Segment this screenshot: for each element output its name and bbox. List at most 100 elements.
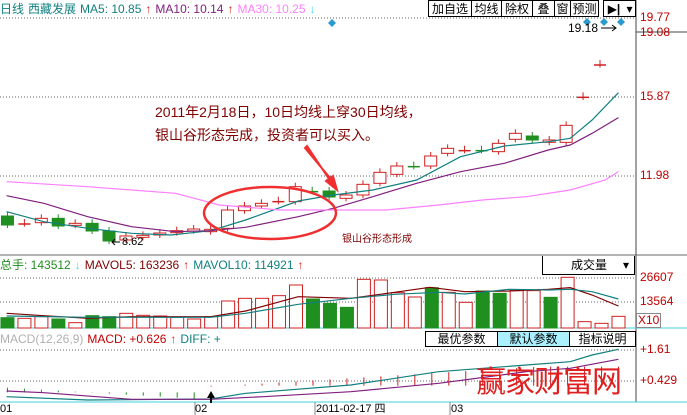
- volume-bar: [68, 322, 83, 329]
- low-price-label: 8.62: [122, 236, 144, 248]
- mavol10-value: MAVOL10: 114921: [193, 258, 294, 272]
- ma5-value: MA5: 10.85: [80, 2, 142, 16]
- volume-bar: [373, 279, 388, 329]
- candle-body: [339, 194, 353, 199]
- price-axis-label: 11.98: [640, 168, 670, 182]
- candle-body: [221, 209, 235, 229]
- ma5-up-icon: ↑: [145, 2, 152, 16]
- macd-header: MACD(12,26,9) MACD: +0.626 ↑ DIFF: +: [0, 332, 221, 346]
- volume-axis-label: 13564: [640, 294, 674, 308]
- overlay-button[interactable]: 叠: [532, 0, 555, 17]
- volume-total: 总手: 143512: [0, 258, 71, 272]
- volume-bar: [204, 316, 219, 329]
- volume-bar: [34, 316, 49, 329]
- candle-body: [68, 222, 82, 226]
- volume-bar: [356, 278, 371, 329]
- ma5-line: [6, 92, 619, 236]
- annotation-line-1: 2011年2月18日，10日均线上穿30日均线，: [155, 104, 422, 120]
- default-params-button[interactable]: 默认参数: [497, 331, 570, 347]
- period-label: 日线: [0, 2, 25, 16]
- macd-axis-label: +1.61: [640, 342, 671, 356]
- goto-end-button[interactable]: ▶|: [603, 0, 625, 17]
- candle-body: [85, 222, 99, 232]
- macd-value: MACD: +0.626: [87, 332, 167, 346]
- indicator-help-button[interactable]: 指标说明: [569, 331, 636, 347]
- ex-rights-button[interactable]: 除权: [501, 0, 533, 17]
- ma30-line: [6, 171, 619, 211]
- ma10-value: MA10: 10.14: [155, 2, 224, 16]
- macd-up-icon: ↑: [170, 332, 177, 346]
- indicator-selector[interactable]: 成交量 ▾: [542, 256, 635, 275]
- candle-body: [322, 190, 336, 198]
- ma30-value: MA30: 10.25: [237, 2, 306, 16]
- volume-bar: [51, 318, 66, 329]
- date-label: 02: [195, 403, 208, 415]
- volume-bar: [170, 316, 185, 329]
- date-label: 2011-02-17 四: [316, 403, 386, 415]
- mavol10-up-icon: ↑: [297, 258, 304, 272]
- volume-bar: [424, 287, 439, 329]
- candle-body: [136, 234, 150, 238]
- cursor-arrow-icon: [207, 391, 215, 403]
- volume-axis-label: 26607: [640, 270, 674, 284]
- volume-bar: [0, 317, 15, 329]
- price-axis-label: 19.08: [640, 25, 671, 39]
- event-diamond-icon: [328, 19, 336, 27]
- candle-body: [525, 135, 539, 141]
- volume-bar: [492, 292, 507, 329]
- macd-axis-label: +0.429: [640, 373, 678, 387]
- volume-header: 总手: 143512 ↓ MAVOL5: 163236 ↑ MAVOL10: 1…: [0, 258, 304, 272]
- candle-body: [237, 205, 251, 212]
- volume-bar: [255, 297, 270, 329]
- optimal-params-button[interactable]: 最优参数: [425, 331, 498, 347]
- volume-bar: [611, 315, 626, 329]
- watermark: 赢家财富网: [476, 365, 622, 400]
- high-price-label: 19.18: [568, 21, 599, 35]
- volume-bar: [17, 317, 32, 329]
- mavol5-up-icon: ↑: [183, 258, 190, 272]
- date-label: 01: [0, 403, 13, 415]
- volume-bar: [102, 316, 117, 329]
- highlight-ellipse: [202, 185, 338, 241]
- macd-params: MACD(12,26,9): [0, 332, 84, 346]
- volume-bar: [119, 312, 134, 329]
- volume-unit: X10: [636, 313, 662, 328]
- candle-body: [390, 165, 404, 175]
- ma10-line: [6, 117, 619, 233]
- annotation-line-2: 银山谷形态完成，投资者可以买入。: [155, 127, 379, 143]
- window-button[interactable]: 窗: [554, 0, 571, 17]
- toolbar-menu-button[interactable]: ▾: [624, 0, 636, 17]
- volume-bar: [322, 302, 337, 329]
- volume-bar: [272, 295, 287, 329]
- volume-bar: [594, 322, 609, 329]
- event-diamond-icon: [583, 18, 591, 26]
- candle-body: [119, 235, 133, 241]
- mavol10-line: [6, 288, 619, 318]
- add-watchlist-button[interactable]: 加自选: [428, 0, 472, 17]
- volume-bar: [136, 314, 151, 329]
- candle-body: [424, 155, 438, 167]
- ma10-up-icon: ↑: [227, 2, 234, 16]
- volume-bar: [339, 306, 354, 329]
- circle-label: 银山谷形态形成: [342, 234, 412, 245]
- indicator-selector-value: 成交量: [571, 258, 608, 272]
- candle-body: [102, 230, 116, 242]
- volume-bar: [289, 284, 304, 329]
- forecast-button[interactable]: 预测: [570, 0, 599, 17]
- candle-body: [51, 217, 65, 227]
- price-header: 日线 西藏发展 MA5: 10.85 ↑ MA10: 10.14 ↑ MA30:…: [0, 2, 316, 16]
- candle-body: [441, 147, 455, 154]
- callout-arrow-icon: [303, 144, 339, 193]
- volume-bar: [543, 296, 558, 329]
- volume-bar: [153, 315, 168, 329]
- price-axis-label: 15.87: [640, 89, 671, 103]
- volume-down-icon: ↓: [74, 258, 81, 272]
- candle-body: [373, 171, 387, 184]
- chevron-down-icon: ▾: [622, 258, 629, 272]
- volume-bar: [475, 290, 490, 329]
- ma30-down-icon: ↓: [309, 2, 316, 16]
- ma-lines-button[interactable]: 均线: [471, 0, 502, 17]
- volume-bar: [458, 301, 473, 329]
